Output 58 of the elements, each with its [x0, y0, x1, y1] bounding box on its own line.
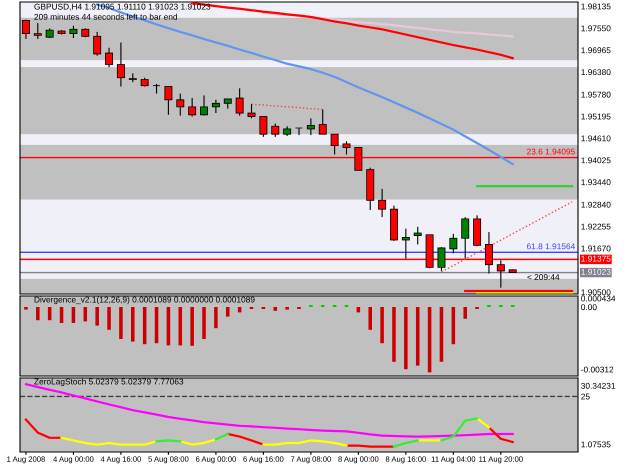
y-tick-label: -0.00312 [581, 366, 614, 372]
candlestick [128, 72, 137, 83]
y-tick-label: 1.97550 [581, 25, 611, 32]
candlestick [188, 97, 196, 118]
candlestick [152, 83, 161, 94]
y-tick-label: 25 [581, 394, 590, 400]
candlestick [46, 28, 54, 39]
y-tick-label: 1.98135 [581, 4, 611, 10]
candlestick [330, 134, 339, 156]
candlestick [176, 93, 184, 116]
candlestick [378, 188, 386, 218]
candlestick [461, 216, 470, 260]
ref-line-label: 61.8 1.91564 [526, 243, 575, 250]
candlestick [200, 94, 208, 116]
candlestick [236, 88, 244, 116]
y-tick-label: 1.07535 [581, 441, 611, 448]
candlestick [306, 118, 315, 136]
y-tick-label: 1.90500 [581, 289, 611, 296]
candlestick [93, 31, 102, 56]
candlestick [283, 126, 292, 136]
y-tick-label: 0.000434 [581, 296, 616, 302]
line-series [440, 201, 573, 273]
annotation: < 209:44 [527, 274, 560, 280]
line-series [262, 12, 514, 38]
candlestick [259, 116, 268, 138]
ref-line-label: 1.91023 [581, 268, 611, 275]
candlestick [224, 98, 232, 110]
y-tick-label: 1.92255 [581, 224, 611, 230]
candlestick [34, 22, 42, 40]
candlestick [342, 140, 350, 156]
candlestick [164, 86, 172, 116]
y-tick-label: 1.95195 [581, 114, 611, 120]
candlestick [414, 226, 422, 245]
y-tick-label: 1.94025 [581, 157, 611, 164]
y-tick-label: 1.94610 [581, 135, 611, 142]
ref-line-label: 23.6 1.94095 [526, 148, 575, 155]
y-tick-label: 0.00 [581, 304, 597, 310]
y-tick-label: 1.93440 [581, 179, 611, 186]
candlestick [437, 246, 446, 272]
y-tick-label: 30.34231 [581, 382, 616, 389]
candlestick [69, 25, 78, 39]
y-tick-label: 1.95780 [581, 92, 611, 98]
candlestick [116, 42, 125, 88]
chart-title: ZeroLagStoch 5.02379 5.02379 7.77063 [34, 378, 184, 386]
ref-line-label: 1.91375 [581, 256, 611, 262]
candlestick [449, 233, 458, 254]
y-tick-label: 1.92840 [581, 202, 611, 208]
candlestick [105, 47, 114, 68]
y-tick-label: 1.96380 [581, 69, 611, 76]
candlestick [212, 99, 220, 114]
chart-title: Divergence_v2.1(12,26,9) 0.0001089 0.0000000 0.0001089 [34, 296, 255, 304]
candlestick [318, 108, 327, 135]
candlestick [402, 228, 410, 260]
text: 209 minutes 44 seconds left to bar end [34, 14, 178, 20]
candlestick [248, 104, 256, 119]
candlestick [271, 123, 280, 138]
y-tick-label: 1.96965 [581, 47, 611, 54]
y-tick-label: 1.91670 [581, 246, 611, 252]
